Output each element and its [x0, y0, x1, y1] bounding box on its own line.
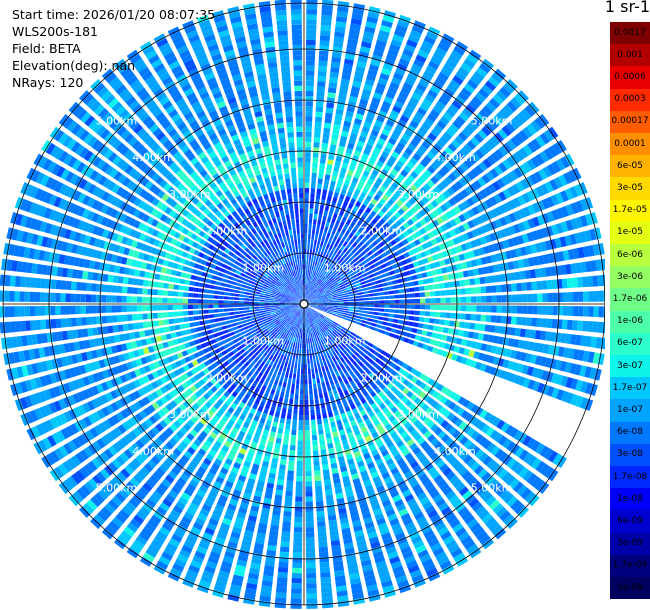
colorbar-label: 6e-07	[617, 338, 643, 349]
range-label: 2.00km	[206, 225, 248, 238]
colorbar-cell: 6e-08	[610, 421, 650, 444]
colorbar-cell: 6e-09	[610, 510, 650, 533]
range-label: 4.00km	[434, 445, 476, 458]
colorbar-cell: 1e-08	[610, 488, 650, 511]
colorbar-label: 0.00017	[611, 116, 649, 127]
colorbar-label: 1e-09	[617, 582, 643, 593]
colorbar-label: 1.7e-06	[612, 293, 648, 304]
colorbar-cell: 1e-07	[610, 399, 650, 422]
colorbar-cell: 3e-06	[610, 266, 650, 289]
range-label: 3.00km	[397, 408, 439, 421]
colorbar-label: 3e-07	[617, 360, 643, 371]
colorbar-label: 3e-05	[617, 182, 643, 193]
colorbar-label: 3e-08	[617, 449, 643, 460]
range-label: 1.00km	[242, 261, 284, 274]
range-label: 5.00km	[96, 114, 138, 127]
colorbar-cell: 0.0006	[610, 66, 650, 89]
colorbar-label: 1.7e-07	[612, 382, 648, 393]
colorbar-label: 1e-07	[617, 404, 643, 415]
colorbar-cell: 3e-07	[610, 355, 650, 378]
colorbar-cell: 1e-06	[610, 310, 650, 333]
colorbar-cell: 3e-08	[610, 443, 650, 466]
colorbar-label: 0.001	[617, 49, 643, 60]
colorbar-label: 0.0006	[614, 71, 646, 82]
range-label: 2.00km	[206, 371, 248, 384]
colorbar-title: m-1 sr-1	[606, 0, 650, 16]
range-label: 4.00km	[132, 151, 174, 164]
colorbar-cell: 6e-07	[610, 332, 650, 355]
colorbar-cell: 1.7e-09	[610, 554, 650, 577]
elevation: Elevation(deg): nan	[12, 58, 136, 73]
colorbar-label: 1.7e-08	[612, 471, 648, 482]
range-label: 3.00km	[169, 408, 211, 421]
colorbar-label: 6e-08	[617, 427, 643, 438]
colorbar-cell: 6e-06	[610, 244, 650, 267]
colorbar-cell: 0.0001	[610, 133, 650, 156]
colorbar-label: 0.0003	[614, 94, 646, 105]
field-name: Field: BETA	[12, 41, 81, 56]
start-time: Start time: 2026/01/20 08:07:35	[12, 7, 216, 22]
colorbar-cell: 1.7e-08	[610, 466, 650, 489]
colorbar-cell: 1.7e-06	[610, 288, 650, 311]
range-label: 2.00km	[361, 371, 403, 384]
nrays: NRays: 120	[12, 75, 84, 90]
colorbar-label: 1e-06	[617, 316, 643, 327]
range-label: 5.00km	[96, 482, 138, 495]
range-label: 4.00km	[132, 445, 174, 458]
colorbar-cell: 6e-05	[610, 155, 650, 178]
colorbar-label: 0.0001	[614, 138, 646, 149]
center-marker	[299, 299, 309, 309]
colorbar-label: 1.7e-05	[612, 205, 648, 216]
ppi-plot: 1.00km 1.00km 1.00km 1.00km 2.00km 2.00km 2.00…	[0, 0, 605, 609]
range-label: 5.00km	[471, 114, 513, 127]
colorbar-label: 6e-06	[617, 249, 643, 260]
colorbar-cell: 1e-05	[610, 221, 650, 244]
range-label: 5.00km	[471, 482, 513, 495]
colorbar-cell: 1.7e-07	[610, 377, 650, 400]
colorbar-label: 1e-05	[617, 227, 643, 238]
range-label: 1.00km	[324, 335, 366, 348]
range-rings	[2, 2, 605, 606]
colorbar-cell: 1e-09	[610, 577, 650, 600]
range-label: 3.00km	[397, 188, 439, 201]
colorbar-label: 6e-05	[617, 160, 643, 171]
range-label: 2.00km	[361, 225, 403, 238]
colorbar-label: 1e-08	[617, 493, 643, 504]
range-label: 3.00km	[169, 188, 211, 201]
colorbar-cell: 1.7e-05	[610, 199, 650, 222]
colorbar-label: 0.0017	[614, 27, 646, 38]
scan-info: Start time: 2026/01/20 08:07:35 WLS200s-…	[12, 6, 215, 91]
data-rays	[0, 0, 605, 609]
range-label: 1.00km	[324, 261, 366, 274]
range-label: 1.00km	[242, 335, 284, 348]
colorbar-cell: 0.00017	[610, 110, 650, 133]
instrument-name: WLS200s-181	[12, 24, 98, 39]
colorbar-cell: 0.001	[610, 44, 650, 67]
colorbar-label: 3e-06	[617, 271, 643, 282]
colorbar-cell: 0.0003	[610, 88, 650, 111]
colorbar-cell: 0.0017	[610, 22, 650, 45]
colorbar-label: 6e-09	[617, 515, 643, 526]
colorbar-label: 1.7e-09	[612, 560, 648, 571]
colorbar: 0.0017 0.001 0.0006 0.0003 0.00017 0.0001 6e-0…	[610, 22, 650, 600]
colorbar-label: 3e-09	[617, 538, 643, 549]
range-labels: 1.00km 1.00km 1.00km 1.00km 2.00km 2.00km 2.00…	[96, 114, 513, 494]
colorbar-cell: 3e-09	[610, 532, 650, 555]
range-label: 4.00km	[434, 151, 476, 164]
colorbar-cell: 3e-05	[610, 177, 650, 200]
